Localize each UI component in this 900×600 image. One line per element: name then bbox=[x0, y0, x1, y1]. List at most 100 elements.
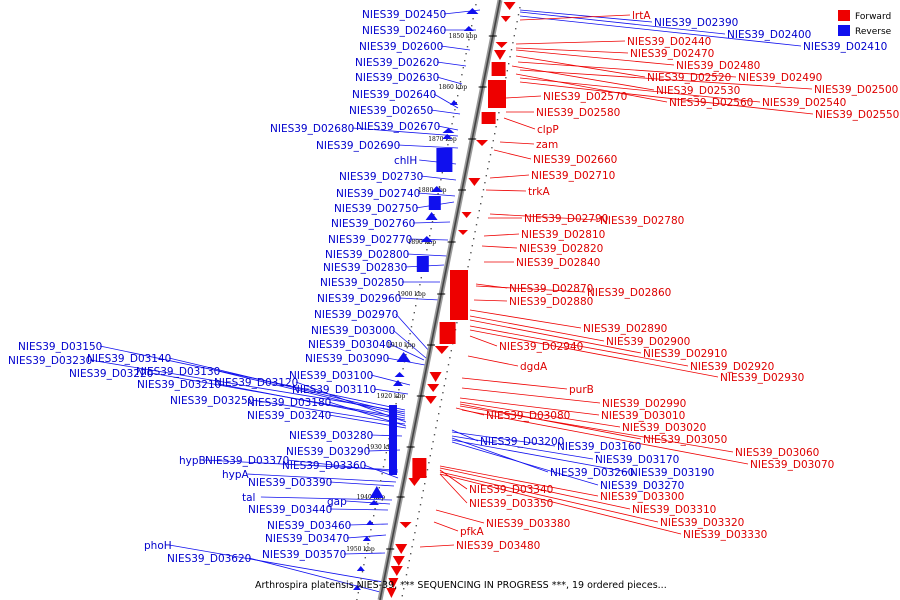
forward-gene-block[interactable] bbox=[495, 42, 508, 48]
gene-label-nies39_d02910[interactable]: NIES39_D02910 bbox=[643, 348, 727, 360]
gene-label-nies39_d03110[interactable]: NIES39_D03110 bbox=[292, 384, 376, 396]
gene-label-nies39_d03310[interactable]: NIES39_D03310 bbox=[632, 504, 716, 516]
forward-gene-block[interactable] bbox=[503, 2, 516, 10]
gene-label-nies39_d03100[interactable]: NIES39_D03100 bbox=[289, 370, 373, 382]
reverse-gene-block[interactable] bbox=[436, 148, 453, 172]
gene-label-nies39_d02710[interactable]: NIES39_D02710 bbox=[531, 170, 615, 182]
gene-label-nies39_d02970[interactable]: NIES39_D02970 bbox=[314, 309, 398, 321]
gene-label-nies39_d02860[interactable]: NIES39_D02860 bbox=[587, 287, 671, 299]
forward-gene-block[interactable] bbox=[424, 396, 437, 404]
forward-gene-block[interactable] bbox=[408, 478, 421, 486]
reverse-gene-block[interactable] bbox=[356, 566, 365, 571]
gene-label-nies39_d03270[interactable]: NIES39_D03270 bbox=[600, 480, 684, 492]
forward-gene-block[interactable] bbox=[468, 178, 481, 186]
forward-gene-block[interactable] bbox=[481, 112, 496, 124]
forward-gene-block[interactable] bbox=[386, 588, 397, 598]
gene-label-nies39_d02760[interactable]: NIES39_D02760 bbox=[331, 218, 415, 230]
forward-gene-block[interactable] bbox=[494, 50, 506, 60]
gene-label-trka[interactable]: trkA bbox=[528, 186, 551, 198]
reverse-gene-block[interactable] bbox=[393, 380, 403, 386]
gene-label-nies39_d03050[interactable]: NIES39_D03050 bbox=[643, 434, 727, 446]
gene-label-nies39_d02620[interactable]: NIES39_D02620 bbox=[355, 57, 439, 69]
reverse-gene-block[interactable] bbox=[369, 500, 379, 505]
gene-label-nies39_d02920[interactable]: NIES39_D02920 bbox=[690, 361, 774, 373]
gene-label-zam[interactable]: zam bbox=[536, 139, 558, 151]
gene-label-nies39_d02390[interactable]: NIES39_D02390 bbox=[654, 17, 738, 29]
gene-label-nies39_d02690[interactable]: NIES39_D02690 bbox=[316, 140, 400, 152]
gene-label-hypb[interactable]: hypB bbox=[179, 455, 206, 467]
gene-label-nies39_d02410[interactable]: NIES39_D02410 bbox=[803, 41, 887, 53]
reverse-gene-block[interactable] bbox=[466, 8, 479, 14]
reverse-gene-block[interactable] bbox=[450, 100, 458, 105]
gene-label-nies39_d02550[interactable]: NIES39_D02550 bbox=[815, 109, 899, 121]
gene-label-nies39_d03360[interactable]: NIES39_D03360 bbox=[282, 460, 366, 472]
forward-gene-block[interactable] bbox=[427, 384, 440, 392]
forward-gene-block[interactable] bbox=[412, 458, 427, 478]
gene-label-nies39_d02460[interactable]: NIES39_D02460 bbox=[362, 25, 446, 37]
gene-label-nies39_d03220[interactable]: NIES39_D03220 bbox=[69, 368, 153, 380]
gene-label-purb[interactable]: purB bbox=[569, 384, 594, 396]
gene-label-nies39_d03240[interactable]: NIES39_D03240 bbox=[247, 410, 331, 422]
gene-label-dgda[interactable]: dgdA bbox=[520, 361, 548, 373]
gene-label-nies39_d03180[interactable]: NIES39_D03180 bbox=[247, 397, 331, 409]
reverse-gene-block[interactable] bbox=[416, 256, 429, 272]
gene-label-lrta[interactable]: lrtA bbox=[632, 10, 651, 22]
gene-label-nies39_d02630[interactable]: NIES39_D02630 bbox=[355, 72, 439, 84]
gene-label-nies39_d02890[interactable]: NIES39_D02890 bbox=[583, 323, 667, 335]
gene-label-nies39_d03260[interactable]: NIES39_D03260 bbox=[550, 467, 634, 479]
gene-label-nies39_d02790[interactable]: NIES39_D02790 bbox=[524, 213, 608, 225]
gene-label-nies39_d03000[interactable]: NIES39_D03000 bbox=[311, 325, 395, 337]
reverse-gene-block[interactable] bbox=[463, 26, 474, 31]
gene-label-nies39_d02400[interactable]: NIES39_D02400 bbox=[727, 29, 811, 41]
forward-gene-block[interactable] bbox=[500, 16, 511, 22]
gene-label-nies39_d03340[interactable]: NIES39_D03340 bbox=[469, 484, 553, 496]
gene-label-nies39_d03370[interactable]: NIES39_D03370 bbox=[205, 455, 289, 467]
reverse-gene-block[interactable] bbox=[394, 372, 405, 377]
gene-label-nies39_d03120[interactable]: NIES39_D03120 bbox=[214, 377, 298, 389]
reverse-gene-block[interactable] bbox=[428, 196, 441, 210]
reverse-gene-block[interactable] bbox=[396, 352, 411, 362]
gene-label-nies39_d02940[interactable]: NIES39_D02940 bbox=[499, 341, 583, 353]
gene-label-nies39_d02990[interactable]: NIES39_D02990 bbox=[602, 398, 686, 410]
gene-label-nies39_d02450[interactable]: NIES39_D02450 bbox=[362, 9, 446, 21]
gene-label-nies39_d03330[interactable]: NIES39_D03330 bbox=[683, 529, 767, 541]
gene-label-nies39_d02810[interactable]: NIES39_D02810 bbox=[521, 229, 605, 241]
gene-label-nies39_d03020[interactable]: NIES39_D03020 bbox=[622, 422, 706, 434]
gene-label-nies39_d02840[interactable]: NIES39_D02840 bbox=[516, 257, 600, 269]
gene-label-nies39_d03480[interactable]: NIES39_D03480 bbox=[456, 540, 540, 552]
forward-gene-block[interactable] bbox=[439, 322, 456, 344]
gene-label-nies39_d03010[interactable]: NIES39_D03010 bbox=[601, 410, 685, 422]
forward-gene-block[interactable] bbox=[395, 544, 408, 554]
gene-label-nies39_d02730[interactable]: NIES39_D02730 bbox=[339, 171, 423, 183]
gene-label-nies39_d02480[interactable]: NIES39_D02480 bbox=[676, 60, 760, 72]
gene-label-nies39_d03470[interactable]: NIES39_D03470 bbox=[265, 533, 349, 545]
forward-gene-block[interactable] bbox=[450, 270, 468, 320]
gene-label-nies39_d03290[interactable]: NIES39_D03290 bbox=[286, 446, 370, 458]
forward-gene-block[interactable] bbox=[491, 62, 506, 76]
forward-gene-block[interactable] bbox=[390, 566, 403, 576]
reverse-gene-block[interactable] bbox=[430, 186, 443, 192]
reverse-gene-block[interactable] bbox=[442, 134, 453, 139]
reverse-gene-block[interactable] bbox=[362, 536, 371, 541]
gene-label-nies39_d03070[interactable]: NIES39_D03070 bbox=[750, 459, 834, 471]
gene-label-nies39_d03300[interactable]: NIES39_D03300 bbox=[600, 491, 684, 503]
gene-label-nies39_d02440[interactable]: NIES39_D02440 bbox=[627, 36, 711, 48]
gene-label-nies39_d02520[interactable]: NIES39_D02520 bbox=[647, 72, 731, 84]
gene-label-nies39_d02880[interactable]: NIES39_D02880 bbox=[509, 296, 593, 308]
reverse-gene-block[interactable] bbox=[442, 128, 455, 133]
gene-label-nies39_d03320[interactable]: NIES39_D03320 bbox=[660, 517, 744, 529]
gene-label-nies39_d03230[interactable]: NIES39_D03230 bbox=[8, 355, 92, 367]
forward-gene-block[interactable] bbox=[388, 578, 399, 588]
gene-label-nies39_d02770[interactable]: NIES39_D02770 bbox=[328, 234, 412, 246]
gene-label-chlh[interactable]: chlH bbox=[394, 155, 417, 167]
gene-label-nies39_d02670[interactable]: NIES39_D02670 bbox=[356, 121, 440, 133]
gene-label-nies39_d03280[interactable]: NIES39_D03280 bbox=[289, 430, 373, 442]
gene-label-nies39_d03250[interactable]: NIES39_D03250 bbox=[170, 395, 254, 407]
gene-label-nies39_d02660[interactable]: NIES39_D02660 bbox=[533, 154, 617, 166]
gene-label-nies39_d02540[interactable]: NIES39_D02540 bbox=[762, 97, 846, 109]
gene-label-nies39_d02500[interactable]: NIES39_D02500 bbox=[814, 84, 898, 96]
gene-label-phoh[interactable]: phoH bbox=[144, 540, 172, 552]
gene-label-nies39_d02740[interactable]: NIES39_D02740 bbox=[336, 188, 420, 200]
gene-label-nies39_d03460[interactable]: NIES39_D03460 bbox=[267, 520, 351, 532]
forward-gene-block[interactable] bbox=[392, 556, 405, 566]
